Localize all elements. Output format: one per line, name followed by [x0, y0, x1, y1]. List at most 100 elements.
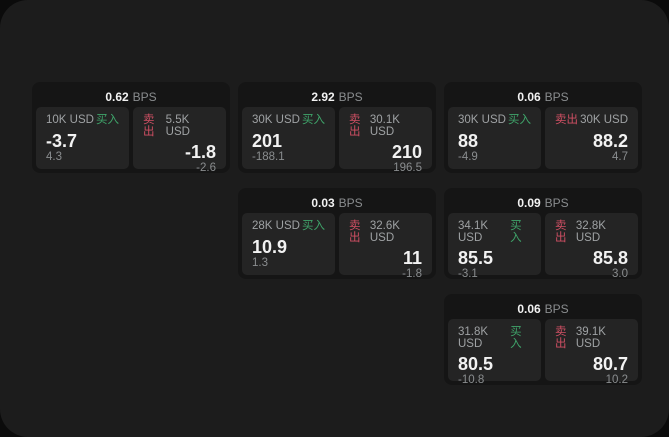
buy-panel-top: 30K USD 买入 [458, 114, 531, 127]
quote-body: 10K USD 买入 -3.7 4.3 卖出 5.5K USD -1.8 -2.… [36, 107, 226, 173]
buy-label: 买入 [510, 326, 522, 350]
sell-label: 卖出 [555, 114, 578, 126]
sell-change: 4.7 [612, 150, 628, 163]
bps-unit: BPS [132, 89, 157, 104]
buy-panel[interactable]: 34.1K USD 买入 85.5 -3.1 [448, 213, 541, 279]
sell-panel[interactable]: 卖出 39.1K USD 80.7 10.2 [545, 319, 638, 385]
buy-amount: 34.1K USD [458, 220, 489, 244]
bps-unit: BPS [338, 195, 363, 210]
sell-price: 210 [391, 142, 422, 162]
sell-panel-top: 卖出 30K USD [555, 114, 628, 127]
sell-change: 3.0 [612, 267, 628, 280]
quote-body: 31.8K USD 买入 80.5 -10.8 卖出 39.1K USD 80.… [448, 319, 638, 385]
buy-change: 4.3 [46, 150, 62, 163]
buy-label: 买入 [302, 114, 325, 126]
bps-unit: BPS [544, 195, 569, 210]
buy-amount: 10K USD [46, 114, 94, 126]
buy-price: 80.5 [458, 354, 494, 374]
sell-change: 10.2 [605, 373, 628, 386]
bps-unit: BPS [544, 301, 569, 316]
quote-body: 34.1K USD 买入 85.5 -3.1 卖出 32.8K USD 85.8… [448, 213, 638, 279]
buy-change: 1.3 [252, 256, 268, 269]
buy-panel[interactable]: 10K USD 买入 -3.7 4.3 [36, 107, 129, 169]
sell-price: -1.8 [184, 142, 216, 162]
bps-header: 0.06 BPS [448, 86, 638, 107]
bps-value: 0.06 [517, 89, 541, 104]
buy-amount: 30K USD [458, 114, 506, 126]
sell-panel[interactable]: 卖出 5.5K USD -1.8 -2.6 [133, 107, 226, 173]
buy-panel-top: 31.8K USD 买入 [458, 326, 531, 350]
quotes-grid: 0.62 BPS 10K USD 买入 -3.7 4.3 卖出 5.5K USD [32, 82, 642, 385]
sell-panel[interactable]: 卖出 32.6K USD 11 -1.8 [339, 213, 432, 279]
quote-card: 0.06 BPS 30K USD 买入 88 -4.9 卖出 30K USD [444, 82, 642, 173]
buy-label: 买入 [508, 114, 531, 126]
bps-header: 0.09 BPS [448, 192, 638, 213]
quote-body: 30K USD 买入 201 -188.1 卖出 30.1K USD 210 1… [242, 107, 432, 173]
buy-label: 买入 [510, 220, 522, 244]
sell-panel-top: 卖出 5.5K USD [143, 114, 216, 138]
sell-panel[interactable]: 卖出 32.8K USD 85.8 3.0 [545, 213, 638, 279]
sell-amount: 32.8K USD [575, 220, 606, 244]
sell-panel[interactable]: 卖出 30K USD 88.2 4.7 [545, 107, 638, 169]
sell-amount: 5.5K USD [165, 114, 190, 138]
buy-panel-top: 34.1K USD 买入 [458, 220, 531, 244]
buy-amount: 31.8K USD [458, 326, 489, 350]
buy-label: 买入 [302, 220, 325, 232]
sell-label: 卖出 [349, 220, 361, 244]
sell-panel-top: 卖出 30.1K USD [349, 114, 422, 138]
buy-change: -3.1 [458, 267, 478, 280]
sell-panel-top: 卖出 32.6K USD [349, 220, 422, 244]
quote-card: 0.62 BPS 10K USD 买入 -3.7 4.3 卖出 5.5K USD [32, 82, 230, 173]
sell-change: -1.8 [402, 267, 422, 280]
buy-panel-top: 30K USD 买入 [252, 114, 325, 127]
buy-panel[interactable]: 30K USD 买入 88 -4.9 [448, 107, 541, 169]
bps-header: 2.92 BPS [242, 86, 432, 107]
sell-amount: 32.6K USD [369, 220, 400, 244]
buy-panel-top: 10K USD 买入 [46, 114, 119, 127]
sell-label: 卖出 [143, 114, 155, 138]
sell-amount: 30K USD [580, 114, 628, 126]
buy-change: -10.8 [458, 373, 485, 386]
quote-card: 0.03 BPS 28K USD 买入 10.9 1.3 卖出 32.6K US… [238, 188, 436, 279]
buy-price: 10.9 [252, 236, 288, 257]
buy-amount: 28K USD [252, 220, 300, 232]
quote-card: 2.92 BPS 30K USD 买入 201 -188.1 卖出 30.1K … [238, 82, 436, 173]
sell-panel-top: 卖出 32.8K USD [555, 220, 628, 244]
bps-header: 0.62 BPS [36, 86, 226, 107]
sell-price: 11 [402, 248, 422, 268]
sell-price: 85.8 [592, 248, 628, 268]
quote-card: 0.09 BPS 34.1K USD 买入 85.5 -3.1 卖出 32.8K… [444, 188, 642, 279]
buy-price: 201 [252, 130, 283, 151]
buy-panel[interactable]: 31.8K USD 买入 80.5 -10.8 [448, 319, 541, 385]
bps-value: 0.06 [517, 301, 541, 316]
buy-price: 85.5 [458, 248, 494, 268]
bps-value: 0.62 [105, 89, 129, 104]
buy-price: -3.7 [46, 130, 78, 151]
bps-unit: BPS [544, 89, 569, 104]
buy-panel[interactable]: 30K USD 买入 201 -188.1 [242, 107, 335, 169]
buy-panel[interactable]: 28K USD 买入 10.9 1.3 [242, 213, 335, 275]
buy-panel-top: 28K USD 买入 [252, 220, 325, 233]
sell-amount: 39.1K USD [575, 326, 606, 350]
buy-label: 买入 [96, 114, 119, 126]
bps-value: 0.03 [311, 195, 335, 210]
sell-change: -2.6 [196, 161, 216, 174]
bps-value: 2.92 [311, 89, 335, 104]
bps-unit: BPS [338, 89, 363, 104]
bps-header: 0.03 BPS [242, 192, 432, 213]
quote-card: 0.06 BPS 31.8K USD 买入 80.5 -10.8 卖出 39.1… [444, 294, 642, 385]
buy-change: -188.1 [252, 150, 285, 163]
sell-panel-top: 卖出 39.1K USD [555, 326, 628, 350]
sell-amount: 30.1K USD [369, 114, 400, 138]
sell-label: 卖出 [349, 114, 361, 138]
quote-body: 28K USD 买入 10.9 1.3 卖出 32.6K USD 11 -1.8 [242, 213, 432, 279]
buy-price: 88 [458, 130, 479, 151]
sell-panel[interactable]: 卖出 30.1K USD 210 196.5 [339, 107, 432, 173]
sell-label: 卖出 [555, 326, 567, 350]
bps-header: 0.06 BPS [448, 298, 638, 319]
quote-body: 30K USD 买入 88 -4.9 卖出 30K USD 88.2 4.7 [448, 107, 638, 169]
bps-value: 0.09 [517, 195, 541, 210]
sell-price: 88.2 [592, 130, 628, 151]
buy-amount: 30K USD [252, 114, 300, 126]
